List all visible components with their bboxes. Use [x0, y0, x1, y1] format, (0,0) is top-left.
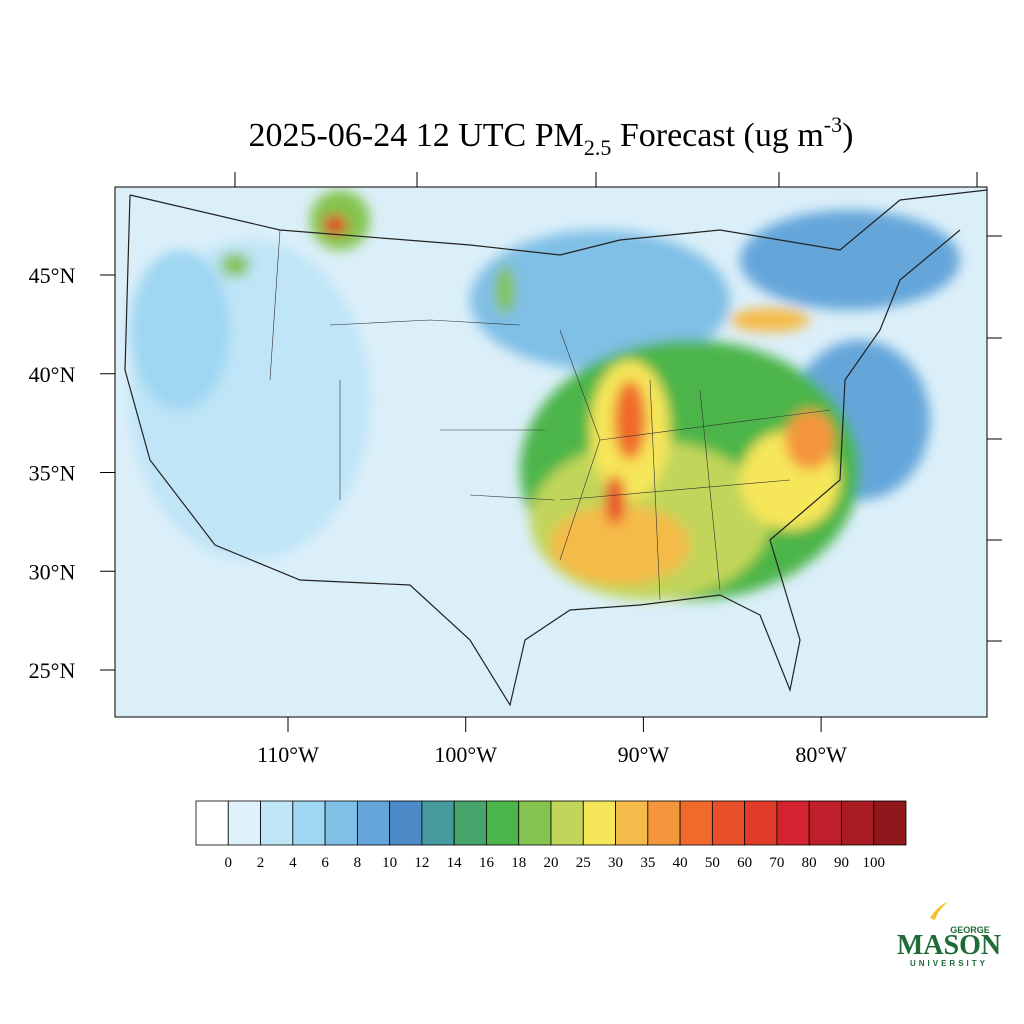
- lat-label: 30°N: [29, 559, 76, 584]
- title-prefix: 2025-06-24 12 UTC PM: [249, 117, 584, 154]
- colorbar-swatch: [518, 800, 552, 846]
- title-middle: Forecast (ug m: [611, 117, 823, 154]
- colorbar-label: 16: [479, 855, 495, 871]
- colorbar-swatch: [615, 800, 649, 846]
- lat-label: 40°N: [29, 362, 76, 387]
- title-subscript: 2.5: [584, 135, 612, 160]
- lat-label: 25°N: [29, 658, 76, 683]
- colorbar-label: 12: [414, 855, 429, 871]
- lon-label: 80°W: [795, 742, 847, 767]
- lat-label: 35°N: [29, 461, 76, 486]
- colorbar-swatch: [486, 800, 520, 846]
- colorbar-swatch: [873, 800, 907, 846]
- colorbar-label: 25: [576, 855, 591, 871]
- colorbar-swatch: [324, 800, 358, 846]
- colorbar-label: 2: [257, 855, 265, 871]
- colorbar-swatch: [453, 800, 487, 846]
- colorbar-label: 30: [608, 855, 623, 871]
- colorbar-label: 80: [802, 855, 817, 871]
- map-field: [115, 187, 987, 717]
- colorbar-label: 4: [289, 855, 297, 871]
- colorbar-swatch: [292, 800, 326, 846]
- colorbar-swatch: [711, 800, 746, 846]
- colorbar-swatch: [227, 800, 261, 846]
- lat-label: 45°N: [29, 263, 76, 288]
- colorbar-label: 60: [737, 855, 752, 871]
- colorbar-label: 14: [447, 855, 463, 871]
- coastline: [124, 189, 987, 707]
- colorbar-label: 100: [862, 855, 885, 871]
- colorbar-label: 90: [834, 855, 849, 871]
- colorbar-swatch: [421, 800, 455, 846]
- lon-label: 110°W: [257, 742, 319, 767]
- colorbar-label: 10: [382, 855, 397, 871]
- logo-bottom: UNIVERSITY: [910, 959, 988, 968]
- title-superscript: -3: [824, 112, 842, 137]
- colorbar-swatch: [744, 800, 778, 846]
- lon-label: 100°W: [434, 742, 497, 767]
- colorbar-label: 50: [705, 855, 720, 871]
- gmu-logo: GEORGE MASON UNIVERSITY: [897, 902, 1001, 968]
- colorbar-swatch: [260, 800, 294, 846]
- colorbar-swatch: [195, 800, 229, 846]
- colorbar-swatch: [647, 800, 681, 846]
- colorbar-label: 35: [640, 855, 655, 871]
- colorbar-swatch: [389, 800, 423, 846]
- lon-label: 90°W: [618, 742, 670, 767]
- title-suffix: ): [842, 117, 853, 154]
- colorbar-label: 0: [225, 855, 233, 871]
- title: 2025-06-24 12 UTC PM2.5 Forecast (ug m-3…: [249, 112, 854, 160]
- colorbar-swatch: [679, 800, 713, 846]
- colorbar-swatch: [841, 800, 875, 846]
- logo-main: MASON: [897, 930, 1001, 961]
- colorbar-swatch: [550, 800, 584, 846]
- top-right-ticks: [234, 172, 1002, 642]
- map-frame: [114, 186, 988, 718]
- colorbar-swatch: [356, 800, 391, 846]
- colorbar-swatch: [582, 800, 616, 846]
- colorbar-label: 20: [544, 855, 559, 871]
- colorbar-label: 70: [769, 855, 784, 871]
- colorbar-label: 18: [511, 855, 526, 871]
- colorbar-swatch: [808, 800, 842, 846]
- colorbar-swatch: [776, 800, 810, 846]
- colorbar-label: 40: [673, 855, 688, 871]
- colorbar-label: 8: [354, 855, 362, 871]
- colorbar-label: 6: [321, 855, 329, 871]
- state-borders: [269, 229, 831, 601]
- logo-top: GEORGE: [950, 925, 990, 935]
